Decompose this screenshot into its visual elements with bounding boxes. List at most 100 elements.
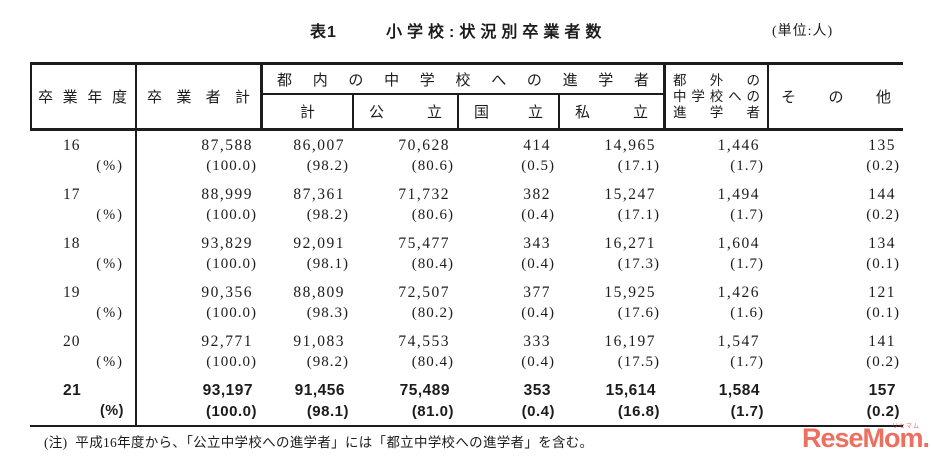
title-bar: 表1 小学校:状況別卒業者数 (単位:人) xyxy=(0,18,931,44)
percent-row-label: (%) xyxy=(96,305,124,321)
header-outside-line1: 都外の xyxy=(673,72,760,88)
header-tokyo-jhs-group: 都内の中学校への進学者 xyxy=(260,65,663,95)
cell-percent: (100.0) xyxy=(206,305,257,321)
table-row: 21 (%) 93,197 (100.0) 91,456 (98.1) 75,4… xyxy=(30,376,903,425)
statistics-table: 卒業年度 卒業者計 都内の中学校への進学者 計 公立 国立 私立 都外の 中 xyxy=(30,62,903,427)
cell-value: 91,083 xyxy=(293,333,345,350)
cell-other: 121 (0.1) xyxy=(767,278,903,327)
cell-national: 377 (0.4) xyxy=(457,278,558,327)
cell-total-graduates: 92,771 (100.0) xyxy=(135,327,260,376)
cell-total-graduates: 87,588 (100.0) xyxy=(135,131,260,180)
percent-row-label: (%) xyxy=(96,207,124,223)
cell-percent: (1.7) xyxy=(730,256,764,272)
table-number: 表1 xyxy=(310,24,337,41)
header-outside-line2: 中学校への xyxy=(673,88,760,104)
cell-percent: (100.0) xyxy=(206,354,257,370)
table-body: 16 (%) 87,588 (100.0) 86,007 (98.2) 70,6… xyxy=(30,131,903,427)
cell-public: 75,477 (80.4) xyxy=(352,229,457,278)
cell-public: 70,628 (80.6) xyxy=(352,131,457,180)
cell-other: 134 (0.1) xyxy=(767,229,903,278)
cell-value: 343 xyxy=(523,235,551,252)
cell-private: 15,925 (17.6) xyxy=(558,278,663,327)
header-graduation-year-label: 卒業年度 xyxy=(38,90,127,106)
cell-value: 1,494 xyxy=(717,186,760,203)
page-title: 小学校:状況別卒業者数 xyxy=(386,24,607,41)
header-total-graduates-label: 卒業者計 xyxy=(147,90,250,106)
cell-value: 414 xyxy=(523,137,551,154)
cell-value: 93,829 xyxy=(201,235,253,252)
cell-value: 92,091 xyxy=(293,235,345,252)
cell-percent: (0.5) xyxy=(521,158,555,174)
year-value: 17 xyxy=(63,186,81,203)
cell-outside-tokyo: 1,494 (1.7) xyxy=(663,180,767,229)
cell-value: 75,489 xyxy=(399,382,450,399)
resemom-logo-text: ReseMom. xyxy=(801,423,930,453)
cell-tokyo-subtotal: 87,361 (98.2) xyxy=(260,180,352,229)
cell-other: 135 (0.2) xyxy=(767,131,903,180)
table-row: 17 (%) 88,999 (100.0) 87,361 (98.2) 71,7… xyxy=(30,180,903,229)
cell-percent: (1.6) xyxy=(730,305,764,321)
cell-percent: (80.6) xyxy=(411,207,454,223)
cell-percent: (98.2) xyxy=(306,207,349,223)
year-cell: 19 (%) xyxy=(30,278,135,327)
cell-value: 1,604 xyxy=(717,235,760,252)
cell-percent: (0.4) xyxy=(521,256,555,272)
table-row: 20 (%) 92,771 (100.0) 91,083 (98.2) 74,5… xyxy=(30,327,903,376)
cell-value: 1,584 xyxy=(718,382,760,399)
cell-percent: (98.2) xyxy=(306,158,349,174)
cell-total-graduates: 93,197 (100.0) xyxy=(135,376,260,425)
cell-value: 353 xyxy=(523,382,551,399)
table-row: 19 (%) 90,356 (100.0) 88,809 (98.3) 72,5… xyxy=(30,278,903,327)
cell-value: 1,547 xyxy=(717,333,760,350)
cell-percent: (0.2) xyxy=(866,354,900,370)
cell-value: 90,356 xyxy=(201,284,253,301)
cell-percent: (17.1) xyxy=(617,207,660,223)
cell-value: 91,456 xyxy=(294,382,345,399)
cell-percent: (98.1) xyxy=(306,403,349,420)
year-value: 16 xyxy=(63,137,81,154)
cell-tokyo-subtotal: 91,083 (98.2) xyxy=(260,327,352,376)
cell-private: 14,965 (17.1) xyxy=(558,131,663,180)
cell-percent: (98.3) xyxy=(306,305,349,321)
cell-value: 135 xyxy=(868,137,896,154)
year-cell: 21 (%) xyxy=(30,376,135,425)
cell-percent: (0.2) xyxy=(866,207,900,223)
header-private-label: 私立 xyxy=(575,105,648,121)
cell-percent: (98.1) xyxy=(306,256,349,272)
footnote-label: (注) xyxy=(44,435,68,450)
cell-value: 93,197 xyxy=(202,382,253,399)
cell-value: 157 xyxy=(868,382,896,399)
cell-public: 72,507 (80.2) xyxy=(352,278,457,327)
header-tokyo-subtotal: 計 xyxy=(260,95,352,128)
cell-value: 333 xyxy=(523,333,551,350)
year-cell: 20 (%) xyxy=(30,327,135,376)
year-cell: 17 (%) xyxy=(30,180,135,229)
cell-percent: (81.0) xyxy=(411,403,454,420)
cell-value: 87,361 xyxy=(293,186,345,203)
header-tokyo-subtotal-label: 計 xyxy=(299,105,315,121)
cell-outside-tokyo: 1,446 (1.7) xyxy=(663,131,767,180)
cell-percent: (80.4) xyxy=(411,354,454,370)
percent-row-label: (%) xyxy=(96,354,124,370)
cell-value: 88,809 xyxy=(293,284,345,301)
cell-percent: (0.4) xyxy=(521,403,555,420)
cell-value: 382 xyxy=(523,186,551,203)
cell-tokyo-subtotal: 86,007 (98.2) xyxy=(260,131,352,180)
year-cell: 18 (%) xyxy=(30,229,135,278)
cell-percent: (0.1) xyxy=(866,305,900,321)
cell-percent: (17.6) xyxy=(617,305,660,321)
cell-value: 121 xyxy=(868,284,896,301)
cell-private: 15,247 (17.1) xyxy=(558,180,663,229)
table-header: 卒業年度 卒業者計 都内の中学校への進学者 計 公立 国立 私立 都外の 中 xyxy=(30,62,903,131)
cell-value: 70,628 xyxy=(398,137,450,154)
percent-row-label: (%) xyxy=(96,256,124,272)
cell-outside-tokyo: 1,547 (1.7) xyxy=(663,327,767,376)
cell-percent: (0.2) xyxy=(866,158,900,174)
cell-value: 92,771 xyxy=(201,333,253,350)
cell-percent: (0.4) xyxy=(521,305,555,321)
footnote-text: 平成16年度から、「公立中学校への進学者」には「都立中学校への進学者」を含む。 xyxy=(75,435,594,450)
cell-private: 15,614 (16.8) xyxy=(558,376,663,425)
cell-value: 16,197 xyxy=(604,333,656,350)
cell-value: 75,477 xyxy=(398,235,450,252)
